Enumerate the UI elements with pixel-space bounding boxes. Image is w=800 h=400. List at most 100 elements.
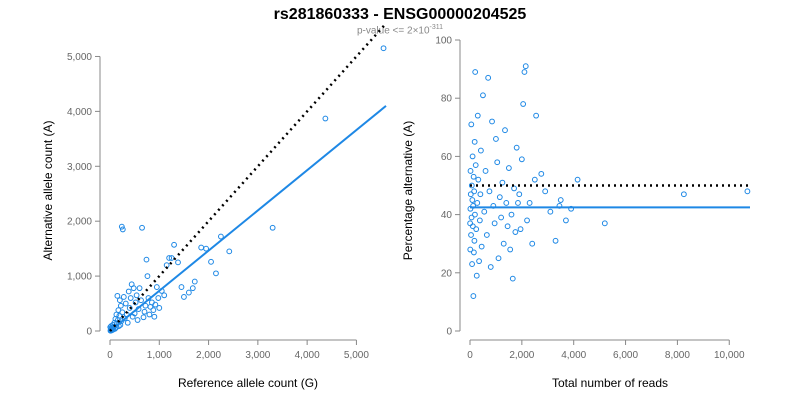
- data-point: [467, 246, 474, 253]
- panel-percentage-alternative: 0 20 40 60 80 100 0 2,000 4,000 6,000 8,000 10,000 T…: [401, 36, 751, 390]
- y-axis-label: Alternative allele count (A): [41, 120, 55, 260]
- data-point: [483, 232, 490, 238]
- data-point: [181, 294, 187, 300]
- data-point: [542, 188, 549, 195]
- data-point: [116, 297, 123, 304]
- data-point: [136, 285, 143, 292]
- data-point: [512, 229, 519, 235]
- data-point: [472, 211, 478, 218]
- data-point: [472, 69, 479, 75]
- data-point: [117, 302, 124, 309]
- y-tick-label: 4,000: [67, 107, 92, 118]
- data-point: [482, 168, 489, 174]
- y-tick-label: 0: [86, 327, 92, 338]
- data-point: [120, 294, 127, 300]
- data-point: [474, 200, 481, 206]
- data-point: [470, 173, 477, 180]
- data-point: [472, 162, 479, 169]
- data-point: [269, 224, 276, 231]
- data-point: [496, 194, 503, 201]
- data-point: [557, 197, 564, 203]
- data-point: [473, 272, 480, 279]
- data-point: [175, 259, 181, 266]
- data-point: [547, 208, 554, 215]
- data-point: [518, 156, 525, 163]
- data-point: [505, 165, 512, 171]
- x-tick-label: 4,000: [295, 350, 320, 361]
- data-point: [533, 112, 540, 119]
- data-point: [471, 188, 478, 195]
- data-point: [493, 136, 499, 142]
- data-point: [122, 300, 129, 307]
- data-point: [509, 275, 516, 282]
- data-point: [485, 74, 492, 81]
- y-tick-label: 100: [435, 36, 452, 47]
- data-point: [171, 241, 177, 248]
- data-point: [477, 191, 484, 198]
- panel-allele-counts: 0 1,000 2,000 3,000 4,000 5,000 0 1,000 2,000 3,0…: [41, 22, 387, 390]
- data-point: [468, 121, 475, 128]
- data-point: [127, 295, 134, 301]
- x-tick-label: 1,000: [147, 350, 172, 361]
- data-point: [524, 217, 530, 224]
- data-point: [146, 311, 153, 318]
- data-point: [112, 316, 119, 322]
- data-point: [487, 264, 494, 270]
- y-tick-label: 80: [441, 94, 453, 105]
- data-point: [503, 200, 510, 206]
- data-point: [494, 159, 501, 166]
- y-tick-label: 2,000: [67, 217, 92, 228]
- data-point: [516, 191, 523, 198]
- data-point: [125, 288, 132, 295]
- data-point: [469, 223, 476, 230]
- x-axis-label: Total number of reads: [552, 376, 668, 390]
- data-point: [161, 292, 168, 299]
- fit-line: [109, 105, 387, 332]
- data-point: [121, 315, 128, 322]
- data-point: [552, 237, 559, 244]
- data-point: [469, 153, 476, 160]
- data-point: [153, 284, 160, 290]
- data-point: [511, 185, 517, 192]
- data-point: [217, 233, 224, 240]
- data-point: [515, 200, 521, 206]
- data-point: [467, 220, 474, 227]
- x-tick-label: 4,000: [561, 350, 586, 361]
- data-point: [467, 191, 474, 198]
- data-point: [469, 197, 476, 203]
- data-point: [151, 313, 158, 320]
- data-point: [208, 258, 214, 265]
- data-point: [477, 147, 484, 154]
- data-point: [500, 240, 507, 247]
- data-point: [133, 292, 140, 299]
- x-tick-label: 3,000: [245, 350, 270, 361]
- data-point: [478, 243, 485, 250]
- data-point: [476, 217, 483, 224]
- data-point: [521, 69, 528, 75]
- data-point: [150, 307, 157, 314]
- data-point: [139, 224, 145, 231]
- y-tick-label: 20: [441, 268, 453, 279]
- data-point: [470, 249, 477, 256]
- data-point: [499, 179, 506, 186]
- reference-line: [109, 22, 387, 332]
- data-point: [226, 248, 233, 255]
- data-point: [601, 220, 608, 227]
- data-point: [531, 176, 538, 183]
- x-axis-label: Reference allele count (G): [178, 376, 318, 390]
- data-point: [166, 255, 173, 261]
- data-point: [517, 226, 524, 233]
- data-point: [469, 261, 475, 267]
- data-point: [140, 314, 147, 321]
- data-point: [467, 168, 474, 174]
- data-point: [191, 278, 198, 285]
- data-point: [143, 256, 150, 263]
- data-point: [147, 303, 154, 310]
- y-tick-label: 40: [441, 210, 453, 221]
- x-tick-label: 2,000: [196, 350, 221, 361]
- data-point: [475, 176, 482, 183]
- x-tick-label: 5,000: [344, 350, 369, 361]
- data-point: [481, 208, 488, 215]
- y-tick-label: 1,000: [67, 272, 92, 283]
- data-point: [744, 188, 751, 195]
